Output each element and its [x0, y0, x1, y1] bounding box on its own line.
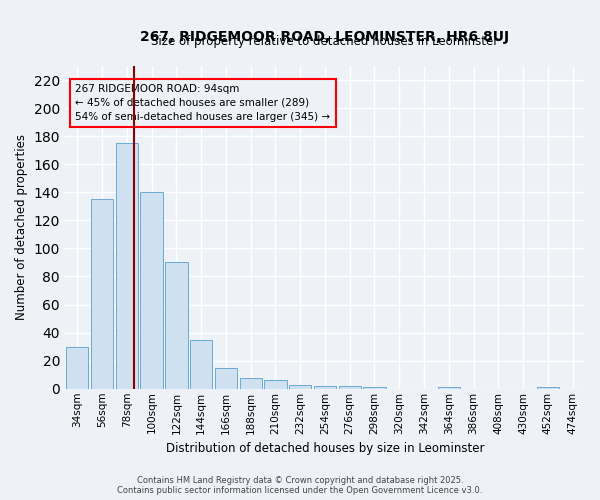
- Bar: [116, 143, 138, 389]
- Text: Contains HM Land Registry data © Crown copyright and database right 2025.
Contai: Contains HM Land Registry data © Crown c…: [118, 476, 482, 495]
- Bar: [91, 200, 113, 389]
- Bar: [264, 380, 287, 389]
- X-axis label: Distribution of detached houses by size in Leominster: Distribution of detached houses by size …: [166, 442, 484, 455]
- Bar: [66, 346, 88, 389]
- Bar: [437, 388, 460, 389]
- Bar: [364, 388, 386, 389]
- Bar: [537, 388, 559, 389]
- Text: Size of property relative to detached houses in Leominster: Size of property relative to detached ho…: [151, 35, 499, 48]
- Bar: [314, 386, 336, 389]
- Bar: [239, 378, 262, 389]
- Bar: [338, 386, 361, 389]
- Y-axis label: Number of detached properties: Number of detached properties: [15, 134, 28, 320]
- Bar: [215, 368, 237, 389]
- Bar: [140, 192, 163, 389]
- Bar: [289, 384, 311, 389]
- Title: 267, RIDGEMOOR ROAD, LEOMINSTER, HR6 8UJ: 267, RIDGEMOOR ROAD, LEOMINSTER, HR6 8UJ: [140, 30, 509, 44]
- Text: 267 RIDGEMOOR ROAD: 94sqm
← 45% of detached houses are smaller (289)
54% of semi: 267 RIDGEMOOR ROAD: 94sqm ← 45% of detac…: [76, 84, 331, 122]
- Bar: [190, 340, 212, 389]
- Bar: [165, 262, 188, 389]
